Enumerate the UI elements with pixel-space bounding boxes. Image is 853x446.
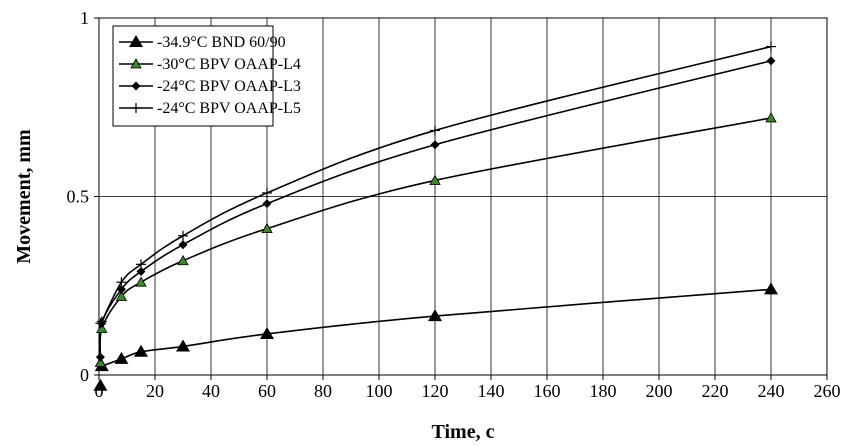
series-1-point — [134, 344, 148, 357]
legend-marker-4 — [131, 103, 141, 113]
x-tick-label: 60 — [258, 381, 276, 401]
series-line-3 — [99, 60, 772, 358]
y-tick-label: 1 — [80, 8, 89, 28]
y-tick-label: 0.5 — [67, 187, 90, 207]
series-2-point — [765, 112, 777, 123]
series-2-point — [429, 174, 441, 185]
series-2-point — [96, 322, 108, 333]
legend-label-1: -34.9°C BND 60/90 — [157, 34, 286, 51]
x-tick-label: 160 — [534, 381, 561, 401]
series-2-point — [177, 254, 189, 266]
x-tick-label: 140 — [478, 381, 505, 401]
x-tick-label: 220 — [702, 381, 729, 401]
series-1-point — [176, 339, 190, 352]
legend-label-3: -24°C BPV OAAP-L3 — [157, 78, 301, 95]
series-3-point — [766, 56, 776, 66]
x-axis-ticks: 0 20 40 60 80 100 120 140 160 180 200 220 240 260 — [95, 375, 841, 401]
x-tick-label: 0 — [95, 381, 104, 401]
x-tick-label: 180 — [590, 381, 617, 401]
legend-marker-2 — [130, 58, 142, 69]
y-axis-title: Movement, mm — [13, 129, 35, 264]
series-lines — [99, 45, 772, 367]
series-3-point — [178, 240, 188, 250]
series-2-point — [94, 356, 107, 367]
series-4-point — [766, 41, 776, 52]
x-tick-label: 260 — [814, 381, 841, 401]
y-tick-label: 0 — [80, 365, 89, 385]
series-4-point — [136, 259, 146, 270]
series-4-point — [430, 125, 440, 136]
legend: -34.9°C BND 60/90 -30°C BPV OAAP-L4 -24°C … — [112, 25, 301, 127]
series-line-4 — [99, 45, 772, 326]
series-2-point — [261, 222, 273, 234]
series-markers — [93, 41, 778, 391]
series-4-point — [95, 318, 106, 329]
series-1-point — [93, 378, 108, 391]
x-tick-label: 200 — [646, 381, 673, 401]
series-3-point — [136, 266, 146, 276]
x-tick-label: 40 — [202, 381, 220, 401]
x-axis-title: Time, c — [432, 421, 495, 443]
series-1-point — [428, 309, 442, 322]
x-tick-label: 240 — [758, 381, 785, 401]
legend-marker-1 — [129, 35, 143, 47]
series-3-point — [430, 140, 440, 150]
legend-marker-3 — [131, 81, 141, 91]
y-axis-ticks: 00.51 — [67, 8, 99, 385]
series-4-point — [116, 277, 127, 288]
series-2-point — [115, 290, 128, 301]
legend-label-4: -24°C BPV OAAP-L5 — [157, 100, 301, 117]
series-4-point — [178, 230, 188, 241]
legend-label-2: -30°C BPV OAAP-L4 — [157, 56, 301, 73]
series-3-point — [95, 352, 105, 362]
series-1-point — [764, 282, 778, 295]
series-2-point — [135, 276, 147, 287]
series-3-point — [116, 284, 126, 294]
series-1-point — [260, 326, 274, 339]
series-3-point — [262, 199, 272, 209]
series-line-2 — [99, 117, 772, 363]
x-tick-label: 80 — [314, 381, 332, 401]
series-1-point — [114, 351, 129, 364]
x-tick-label: 100 — [366, 381, 393, 401]
series-4-point — [96, 316, 107, 327]
series-line-1 — [101, 288, 772, 367]
x-tick-label: 20 — [146, 381, 164, 401]
series-4-point — [262, 187, 272, 198]
x-tick-label: 120 — [422, 381, 449, 401]
